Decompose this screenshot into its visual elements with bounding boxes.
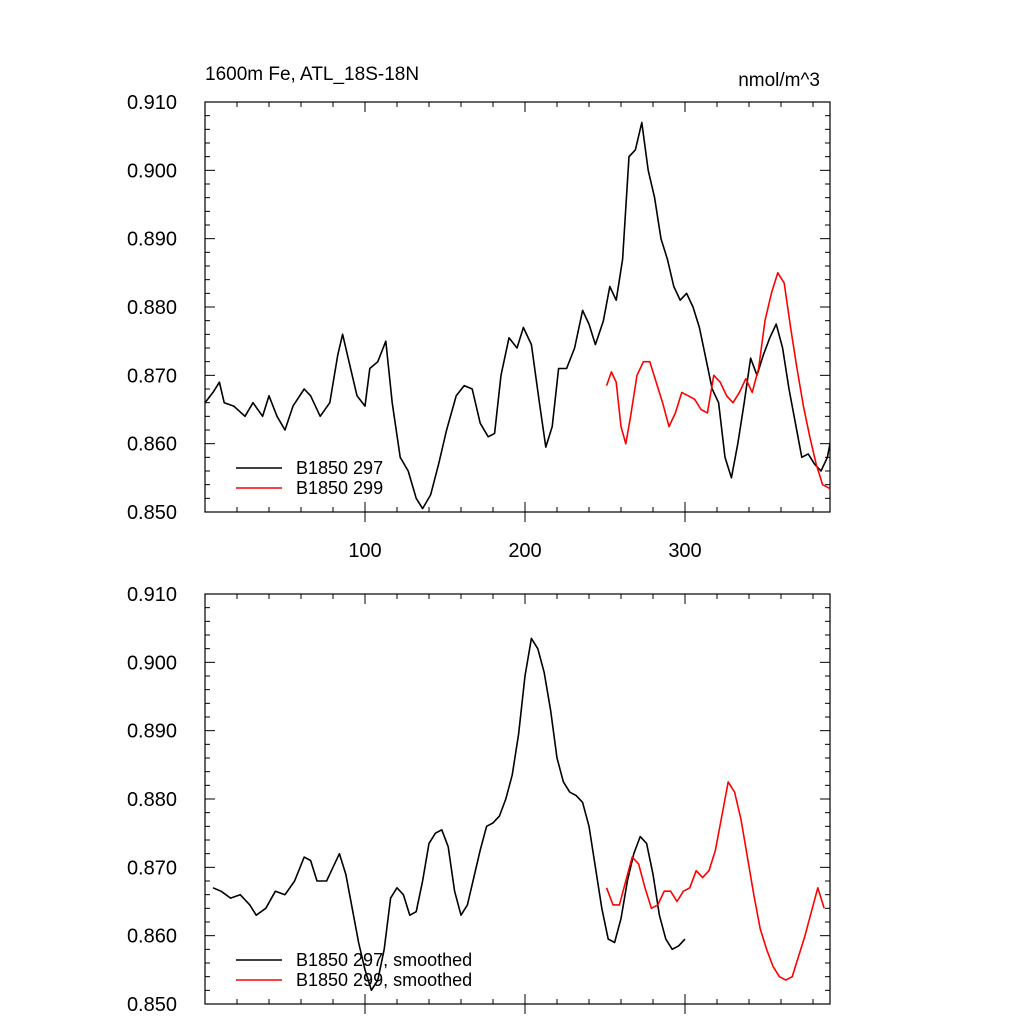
units-label: nmol/m^3 bbox=[738, 70, 820, 91]
x-tick-label: 200 bbox=[508, 540, 541, 562]
y-tick-label: 0.880 bbox=[127, 789, 177, 811]
legend-label: B1850 297 bbox=[296, 458, 383, 478]
y-tick-label: 0.850 bbox=[127, 994, 177, 1016]
x-tick-label: 300 bbox=[668, 540, 701, 562]
legend-label: B1850 299, smoothed bbox=[296, 970, 472, 990]
y-tick-label: 0.890 bbox=[127, 721, 177, 743]
y-tick-label: 0.910 bbox=[127, 584, 177, 606]
x-tick-label: 100 bbox=[348, 540, 381, 562]
series-line-1 bbox=[205, 121, 830, 510]
y-tick-label: 0.910 bbox=[127, 92, 177, 114]
legend-label: B1850 297, smoothed bbox=[296, 950, 472, 970]
y-tick-label: 0.870 bbox=[127, 857, 177, 879]
series-line-1 bbox=[212, 637, 686, 992]
legend-label: B1850 299 bbox=[296, 478, 383, 498]
series-line-2 bbox=[605, 781, 825, 981]
y-tick-label: 0.900 bbox=[127, 160, 177, 182]
chart-panel-1: 0.850 0.860 0.870 0.880 0.890 0.900 0.910 100 20… bbox=[127, 64, 831, 562]
y-tick-label: 0.880 bbox=[127, 297, 177, 319]
chart-title: 1600m Fe, ATL_18S-18N bbox=[205, 64, 419, 85]
series-line-2 bbox=[605, 272, 830, 492]
y-tick-label: 0.850 bbox=[127, 502, 177, 524]
y-tick-label: 0.870 bbox=[127, 365, 177, 387]
y-tick-label: 0.860 bbox=[127, 434, 177, 456]
chart-panel-2: 0.850 0.860 0.870 0.880 0.890 0.900 0.910 B1850… bbox=[127, 584, 831, 1016]
y-tick-label: 0.900 bbox=[127, 652, 177, 674]
y-tick-label: 0.860 bbox=[127, 926, 177, 948]
y-tick-label: 0.890 bbox=[127, 229, 177, 251]
